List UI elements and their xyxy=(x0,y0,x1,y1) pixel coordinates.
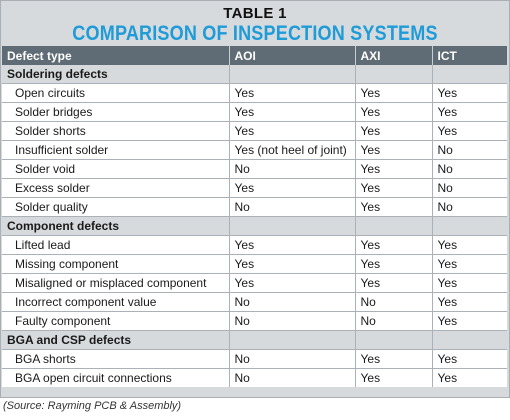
defect-type-cell: Solder bridges xyxy=(2,102,230,122)
ict-cell: Yes xyxy=(432,273,507,293)
axi-cell: Yes xyxy=(355,235,433,255)
defect-type-cell: BGA open circuit connections xyxy=(2,368,230,387)
aoi-cell: Yes xyxy=(229,273,356,293)
axi-cell: Yes xyxy=(355,140,433,160)
axi-cell: Yes xyxy=(355,159,433,179)
defect-type-cell: Lifted lead xyxy=(2,235,230,255)
axi-cell: Yes xyxy=(355,102,433,122)
section-empty-cell xyxy=(355,65,433,84)
table-number: TABLE 1 xyxy=(223,5,287,22)
aoi-cell: No xyxy=(229,368,356,387)
aoi-cell: Yes (not heel of joint) xyxy=(229,140,356,160)
section-row: Component defects xyxy=(2,216,507,236)
ict-cell: Yes xyxy=(432,292,507,312)
table-row: Solder quality No Yes No xyxy=(2,197,507,217)
section-label: BGA and CSP defects xyxy=(2,330,230,350)
column-header-aoi: AOI xyxy=(229,46,356,65)
axi-cell: Yes xyxy=(355,273,433,293)
aoi-cell: Yes xyxy=(229,254,356,274)
defect-type-cell: BGA shorts xyxy=(2,349,230,369)
axi-cell: Yes xyxy=(355,368,433,387)
ict-cell: Yes xyxy=(432,235,507,255)
axi-cell: Yes xyxy=(355,178,433,198)
table-row: Faulty component No No Yes xyxy=(2,311,507,331)
section-empty-cell xyxy=(355,216,433,236)
table-row: Missing component Yes Yes Yes xyxy=(2,254,507,274)
table-row: Excess solder Yes Yes No xyxy=(2,178,507,198)
section-empty-cell xyxy=(432,330,507,350)
section-row: BGA and CSP defects xyxy=(2,330,507,350)
ict-cell: Yes xyxy=(432,368,507,387)
table-row: Lifted lead Yes Yes Yes xyxy=(2,235,507,255)
axi-cell: Yes xyxy=(355,254,433,274)
aoi-cell: No xyxy=(229,349,356,369)
section-empty-cell xyxy=(355,330,433,350)
defect-type-cell: Faulty component xyxy=(2,311,230,331)
table-title: COMPARISON OF INSPECTION SYSTEMS xyxy=(72,22,438,45)
section-empty-cell xyxy=(229,65,356,84)
table-row: Incorrect component value No No Yes xyxy=(2,292,507,312)
ict-cell: Yes xyxy=(432,121,507,141)
table-row: Solder shorts Yes Yes Yes xyxy=(2,121,507,141)
axi-cell: Yes xyxy=(355,349,433,369)
ict-cell: No xyxy=(432,178,507,198)
axi-cell: Yes xyxy=(355,83,433,103)
source-note: (Source: Rayming PCB & Assembly) xyxy=(3,400,182,412)
defect-type-cell: Solder shorts xyxy=(2,121,230,141)
section-label: Soldering defects xyxy=(2,65,230,84)
defect-type-cell: Excess solder xyxy=(2,178,230,198)
ict-cell: No xyxy=(432,159,507,179)
defect-type-cell: Open circuits xyxy=(2,83,230,103)
table-row: BGA shorts No Yes Yes xyxy=(2,349,507,369)
table-body: Soldering defects Open circuits Yes Yes Yes S… xyxy=(2,65,507,387)
section-empty-cell xyxy=(229,330,356,350)
ict-cell: Yes xyxy=(432,311,507,331)
section-label: Component defects xyxy=(2,216,230,236)
section-empty-cell xyxy=(229,216,356,236)
aoi-cell: No xyxy=(229,197,356,217)
table-row: BGA open circuit connections No Yes Yes xyxy=(2,368,507,387)
axi-cell: Yes xyxy=(355,197,433,217)
defect-type-cell: Solder void xyxy=(2,159,230,179)
defect-type-cell: Misaligned or misplaced component xyxy=(2,273,230,293)
defect-type-cell: Missing component xyxy=(2,254,230,274)
table-row: Open circuits Yes Yes Yes xyxy=(2,83,507,103)
section-row: Soldering defects xyxy=(2,65,507,84)
column-header-axi: AXI xyxy=(355,46,433,65)
aoi-cell: Yes xyxy=(229,178,356,198)
table-row: Solder void No Yes No xyxy=(2,159,507,179)
ict-cell: Yes xyxy=(432,102,507,122)
axi-cell: Yes xyxy=(355,121,433,141)
comparison-table: Defect type AOI AXI ICT Soldering defect… xyxy=(2,46,507,387)
axi-cell: No xyxy=(355,311,433,331)
axi-cell: No xyxy=(355,292,433,312)
section-empty-cell xyxy=(432,216,507,236)
aoi-cell: Yes xyxy=(229,121,356,141)
aoi-cell: Yes xyxy=(229,83,356,103)
column-header-ict: ICT xyxy=(432,46,507,65)
table-row: Misaligned or misplaced component Yes Yes Y… xyxy=(2,273,507,293)
section-empty-cell xyxy=(432,65,507,84)
defect-type-cell: Solder quality xyxy=(2,197,230,217)
column-header-defect-type: Defect type xyxy=(2,46,230,65)
aoi-cell: Yes xyxy=(229,235,356,255)
ict-cell: Yes xyxy=(432,83,507,103)
ict-cell: No xyxy=(432,140,507,160)
table-heading: TABLE 1 COMPARISON OF INSPECTION SYSTEMS xyxy=(1,1,509,47)
aoi-cell: Yes xyxy=(229,102,356,122)
defect-type-cell: Insufficient solder xyxy=(2,140,230,160)
defect-type-cell: Incorrect component value xyxy=(2,292,230,312)
aoi-cell: No xyxy=(229,311,356,331)
aoi-cell: No xyxy=(229,292,356,312)
header-row: Defect type AOI AXI ICT xyxy=(2,46,507,65)
ict-cell: Yes xyxy=(432,349,507,369)
aoi-cell: No xyxy=(229,159,356,179)
table-row: Insufficient solder Yes (not heel of join… xyxy=(2,140,507,160)
ict-cell: No xyxy=(432,197,507,217)
ict-cell: Yes xyxy=(432,254,507,274)
table-row: Solder bridges Yes Yes Yes xyxy=(2,102,507,122)
